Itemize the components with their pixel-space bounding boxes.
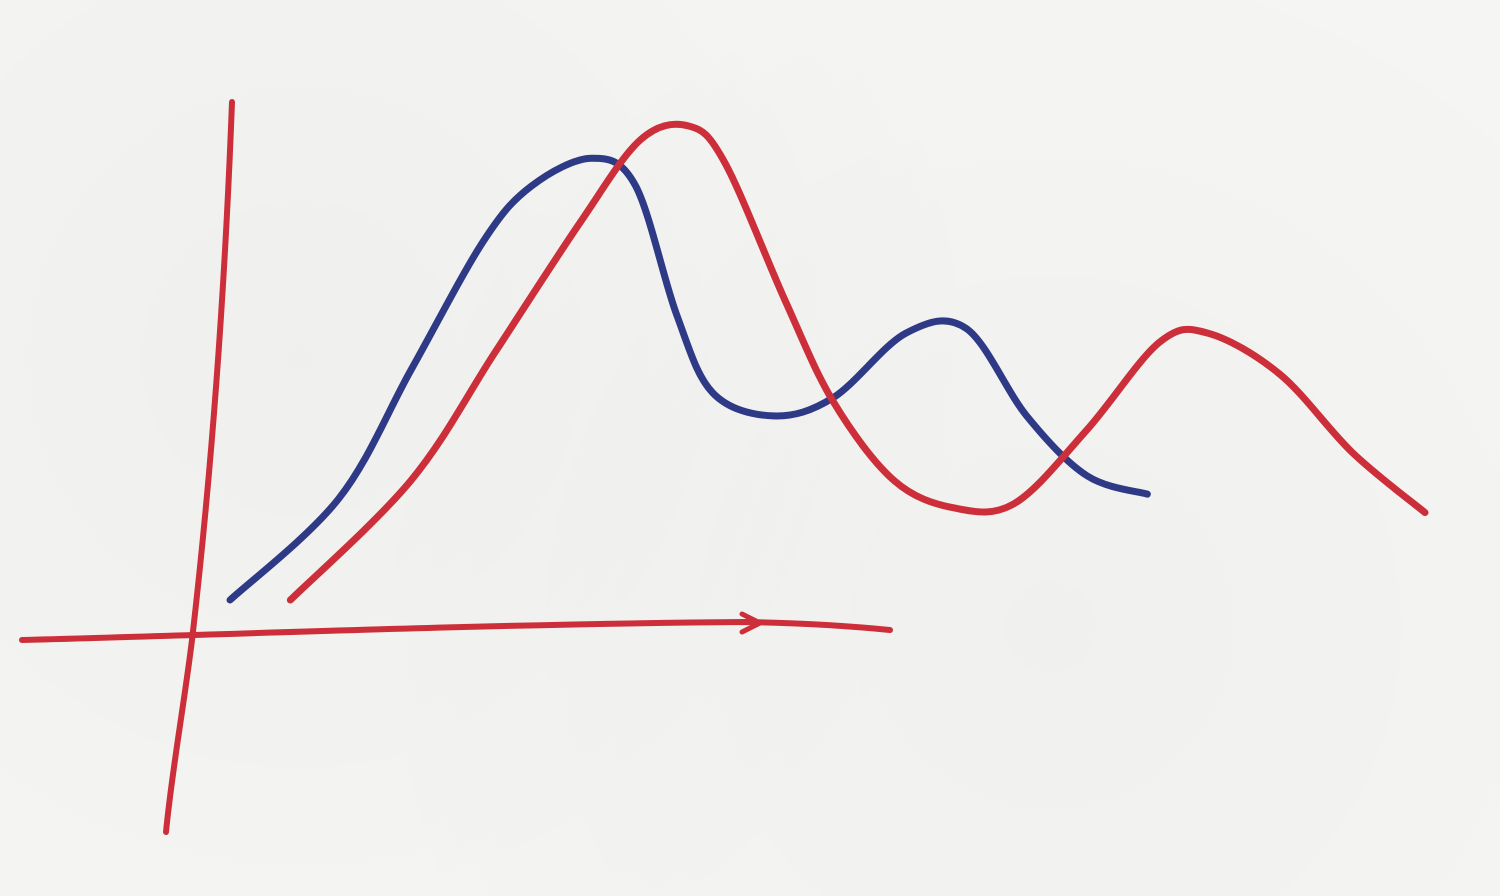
blue-curve: [226, 154, 1151, 604]
x-axis-arrowhead: [739, 611, 763, 635]
red-curve: [286, 120, 1429, 604]
x-axis-line: [19, 619, 893, 643]
y-axis-line: [163, 99, 235, 835]
series-layer: [226, 120, 1429, 604]
axes-layer: [19, 99, 893, 835]
